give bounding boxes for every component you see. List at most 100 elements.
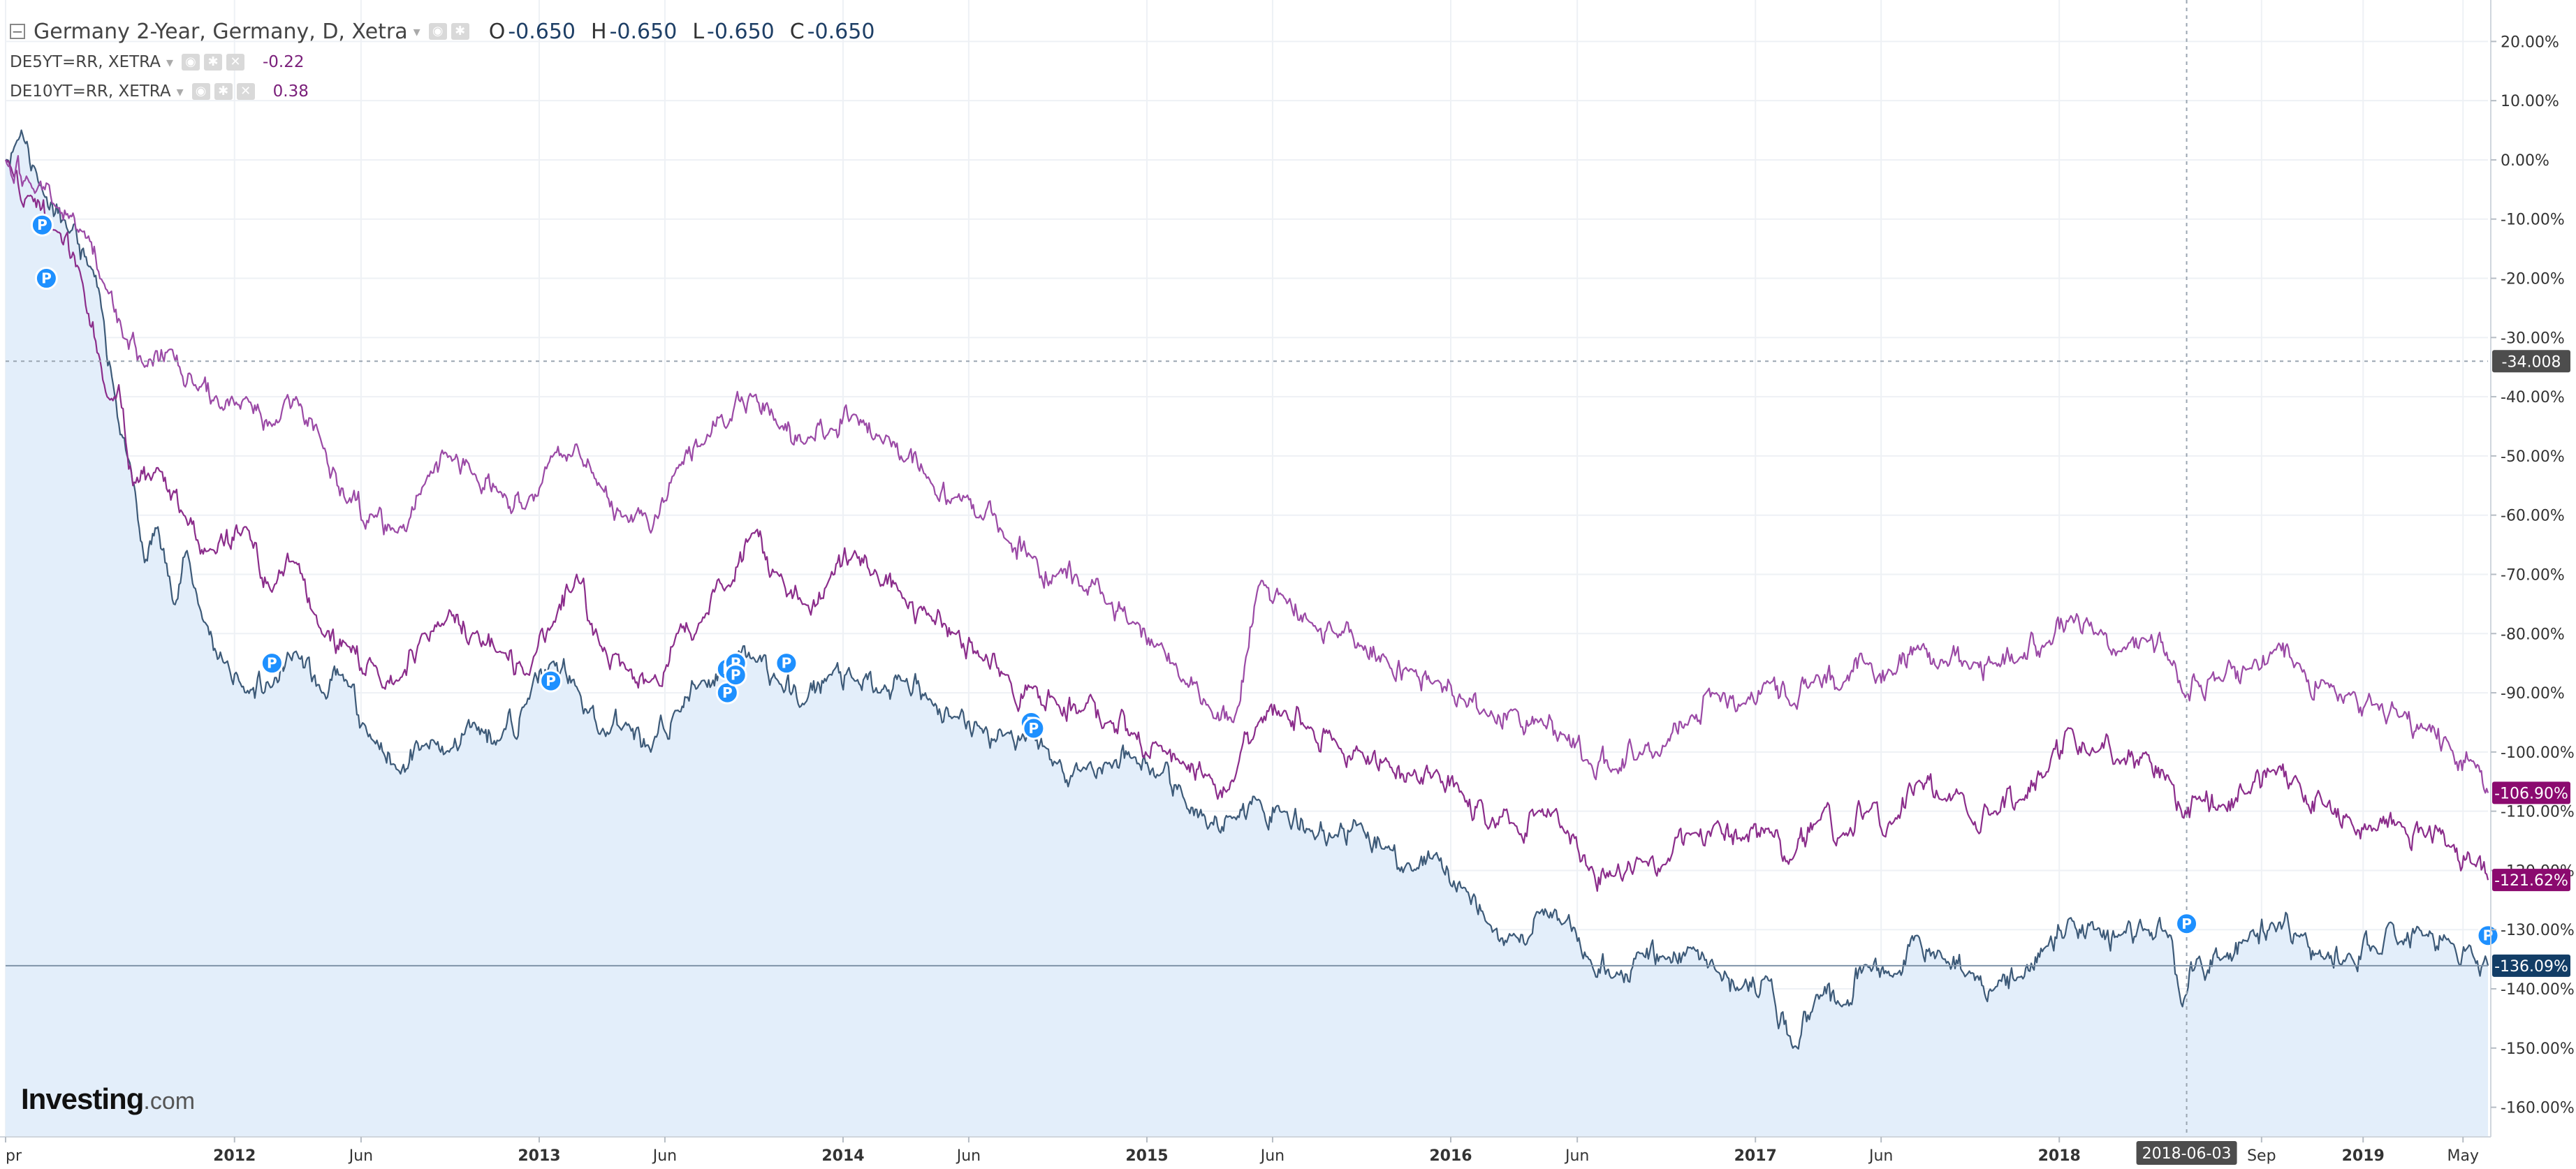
de5y-line [5, 159, 2489, 892]
event-marker[interactable] [724, 663, 747, 687]
eye-icon[interactable]: ◉ [182, 54, 200, 71]
x-tick-label: Jun [1868, 1147, 1893, 1165]
de2y-last-badge-label: -136.09% [2494, 958, 2568, 976]
x-tick-label: May [2447, 1147, 2479, 1165]
crosshair-value-badge-label: -34.008 [2502, 353, 2561, 371]
y-tick-label: -130.00% [2501, 922, 2575, 939]
y-tick-label: -90.00% [2501, 685, 2565, 703]
event-marker[interactable] [1022, 716, 1046, 740]
legend-series-row: DE5YT=RR, XETRA ▾ ◉ ✱ ✕ -0.22 [10, 47, 874, 77]
crosshair-date-label: 2018-06-03 [2142, 1145, 2232, 1163]
series-label: DE5YT=RR, XETRA [10, 53, 161, 71]
de5y-last-badge-label: -121.62% [2494, 872, 2568, 890]
logo-suffix: .com [143, 1088, 196, 1115]
close-value: -0.650 [807, 19, 875, 44]
collapse-icon[interactable]: − [10, 24, 25, 39]
legend-series-row: DE10YT=RR, XETRA ▾ ◉ ✱ ✕ 0.38 [10, 77, 874, 106]
logo-text: Investing [21, 1082, 144, 1115]
de2y-area [6, 130, 2488, 1137]
event-marker[interactable] [539, 669, 563, 693]
legend-main-row: − Germany 2-Year, Germany, D, Xetra ▾ ◉ … [10, 15, 874, 47]
y-tick-label: -10.00% [2501, 212, 2565, 229]
y-tick-label: 0.00% [2501, 152, 2549, 170]
y-tick-label: -30.00% [2501, 330, 2565, 347]
y-tick-label: -60.00% [2501, 508, 2565, 525]
x-tick-label: 2016 [1429, 1147, 1472, 1165]
x-tick-label: Sep [2247, 1147, 2276, 1165]
event-marker-label: P [546, 672, 556, 689]
x-tick-label: 2012 [213, 1147, 256, 1165]
x-tick-label: Jun [1259, 1147, 1285, 1165]
de2y-last-badge [2492, 954, 2570, 977]
investing-logo: Investing.com [21, 1082, 195, 1116]
y-tick-label: -50.00% [2501, 448, 2565, 466]
event-marker[interactable] [260, 652, 284, 675]
close-key: C [789, 19, 805, 44]
legend-title: Germany 2-Year, Germany, D, Xetra [34, 19, 408, 44]
event-marker-label: P [267, 655, 277, 672]
gear-icon[interactable]: ✱ [214, 83, 233, 100]
y-tick-label: -20.00% [2501, 271, 2565, 288]
event-marker-label: P [782, 655, 792, 672]
event-marker-label: P [722, 684, 733, 701]
y-tick-label: -80.00% [2501, 626, 2565, 643]
x-tick-label: Jun [348, 1147, 373, 1165]
y-tick-label: -110.00% [2501, 804, 2575, 821]
gear-icon[interactable]: ✱ [204, 54, 222, 71]
x-tick-label: 2019 [2342, 1147, 2385, 1165]
crosshair-value-badge [2492, 350, 2570, 373]
chevron-down-icon[interactable]: ▾ [413, 23, 420, 40]
x-tick-label: 2015 [1125, 1147, 1168, 1165]
series-label: DE10YT=RR, XETRA [10, 82, 171, 101]
eye-icon[interactable]: ◉ [191, 83, 210, 100]
chevron-down-icon[interactable]: ▾ [166, 54, 173, 71]
eye-icon[interactable]: ◉ [428, 23, 447, 40]
y-tick-label: -140.00% [2501, 981, 2575, 999]
x-tick-label: Jun [652, 1147, 677, 1165]
de10y-line [4, 155, 2489, 794]
y-tick-label: 20.00% [2501, 34, 2559, 51]
open-value: -0.650 [508, 19, 576, 44]
y-tick-label: -100.00% [2501, 744, 2575, 762]
x-tick-label: 2013 [518, 1147, 560, 1165]
x-tick-label: 2018 [2038, 1147, 2081, 1165]
event-marker-label: P [2181, 916, 2192, 932]
event-marker-label: P [37, 216, 47, 233]
x-tick-label: Jun [956, 1147, 981, 1165]
event-marker[interactable] [2175, 912, 2199, 936]
high-value: -0.650 [609, 19, 678, 44]
low-key: L [692, 19, 705, 44]
event-marker[interactable] [30, 213, 54, 237]
event-marker[interactable] [34, 267, 58, 291]
de5y-last-badge [2492, 869, 2570, 892]
gear-icon[interactable]: ✱ [451, 23, 469, 40]
y-tick-label: -150.00% [2501, 1041, 2575, 1058]
close-icon[interactable]: ✕ [236, 83, 255, 100]
legend: − Germany 2-Year, Germany, D, Xetra ▾ ◉ … [10, 15, 874, 106]
y-tick-label: -40.00% [2501, 389, 2565, 406]
series-value: -0.22 [263, 53, 305, 71]
y-tick-label: -160.00% [2501, 1100, 2575, 1117]
x-tick-label: pr [6, 1147, 22, 1165]
event-marker-label: P [731, 667, 741, 684]
event-marker-label: P [41, 270, 52, 287]
de10y-last-badge [2492, 781, 2570, 804]
de2y-line [6, 129, 2489, 1050]
close-icon[interactable]: ✕ [226, 54, 244, 71]
x-tick-label: 2017 [1734, 1147, 1777, 1165]
crosshair-date-badge [2136, 1141, 2237, 1165]
low-value: -0.650 [707, 19, 775, 44]
open-key: O [488, 19, 506, 44]
de10y-last-badge-label: -106.90% [2494, 785, 2568, 802]
series-value: 0.38 [272, 82, 309, 101]
event-marker-label: P [1029, 720, 1039, 737]
x-tick-label: 2014 [821, 1147, 864, 1165]
y-tick-label: 10.00% [2501, 93, 2559, 110]
event-marker[interactable] [775, 652, 798, 675]
chevron-down-icon[interactable]: ▾ [176, 83, 184, 100]
x-tick-label: Jun [1564, 1147, 1589, 1165]
high-key: H [591, 19, 607, 44]
y-tick-label: -70.00% [2501, 566, 2565, 584]
